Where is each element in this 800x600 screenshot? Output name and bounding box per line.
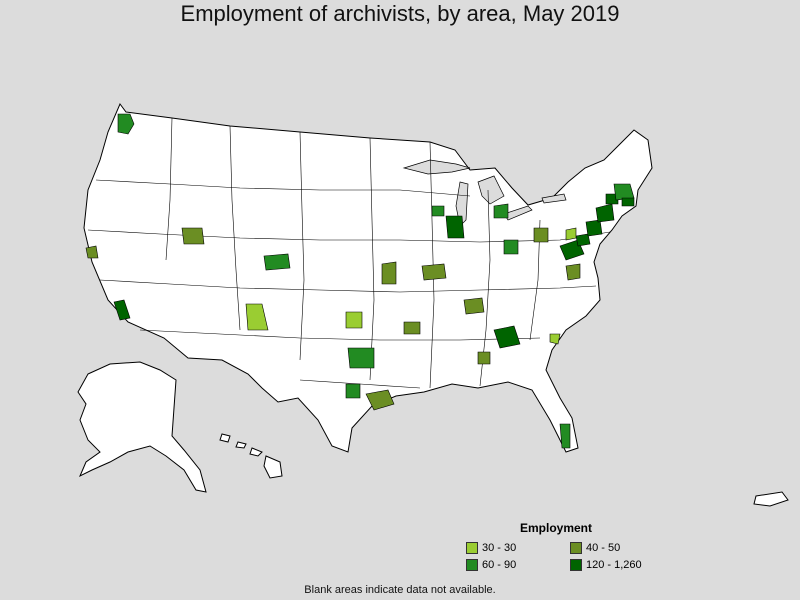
area-new-york bbox=[595, 203, 615, 223]
legend-label: 30 - 30 bbox=[482, 542, 517, 555]
lake-ontario bbox=[541, 193, 567, 204]
area-detroit bbox=[493, 203, 509, 219]
puerto-rico bbox=[753, 491, 789, 507]
area-chicago bbox=[445, 215, 465, 239]
lake-huron bbox=[477, 175, 505, 205]
area-st-louis bbox=[421, 263, 447, 281]
alaska-outline bbox=[77, 361, 207, 493]
great-lakes bbox=[402, 159, 567, 227]
hawaii-islands bbox=[219, 433, 283, 479]
area-pittsburgh bbox=[533, 227, 549, 243]
legend-title: Employment bbox=[520, 521, 593, 535]
area-richmond bbox=[565, 263, 581, 281]
area-dallas bbox=[347, 347, 375, 369]
area-columbus bbox=[503, 239, 519, 255]
area-providence bbox=[621, 197, 635, 207]
legend-label: 60 - 90 bbox=[482, 559, 517, 572]
area-denver bbox=[263, 253, 291, 271]
area-madison bbox=[431, 205, 445, 217]
area-austin bbox=[345, 383, 361, 399]
area-oklahoma-city bbox=[345, 311, 363, 329]
legend-label: 40 - 50 bbox=[586, 542, 621, 555]
area-nashville bbox=[463, 297, 485, 315]
area-los-angeles bbox=[113, 299, 131, 321]
area-baltimore bbox=[575, 233, 591, 247]
area-salt-lake-city bbox=[181, 227, 205, 245]
footnote: Blank areas indicate data not available. bbox=[304, 584, 496, 596]
area-albany bbox=[565, 227, 577, 241]
legend-swatch-30-30 bbox=[466, 542, 478, 555]
legend-item-60-90: 60 - 90 bbox=[466, 559, 516, 573]
legend-item-120-1260: 120 - 1,260 bbox=[570, 559, 642, 573]
legend: Employment 30 - 30 40 - 50 60 - 90 120 -… bbox=[462, 520, 662, 580]
area-philadelphia bbox=[585, 219, 603, 237]
lake-michigan bbox=[455, 181, 469, 227]
area-hartford bbox=[605, 193, 619, 205]
legend-swatch-120-1260 bbox=[570, 559, 582, 572]
legend-item-30-30: 30 - 30 bbox=[466, 542, 516, 556]
shaded-areas bbox=[85, 113, 635, 449]
area-atlanta bbox=[493, 325, 521, 349]
legend-label: 120 - 1,260 bbox=[586, 559, 642, 572]
legend-item-40-50: 40 - 50 bbox=[570, 542, 620, 556]
contiguous-us-outline bbox=[83, 103, 653, 453]
lake-superior bbox=[402, 159, 471, 175]
map-title: Employment of archivists, by area, May 2… bbox=[180, 1, 620, 26]
legend-swatch-60-90 bbox=[466, 559, 478, 572]
area-miami bbox=[559, 423, 571, 449]
area-little-rock bbox=[403, 321, 421, 335]
area-kansas-city bbox=[381, 261, 397, 285]
area-houston bbox=[365, 389, 395, 411]
area-seattle bbox=[117, 113, 135, 135]
legend-swatch-40-50 bbox=[570, 542, 582, 555]
area-charleston bbox=[549, 333, 561, 345]
area-georgia-south bbox=[477, 351, 491, 365]
area-san-francisco bbox=[85, 245, 99, 259]
area-albuquerque bbox=[245, 303, 269, 331]
